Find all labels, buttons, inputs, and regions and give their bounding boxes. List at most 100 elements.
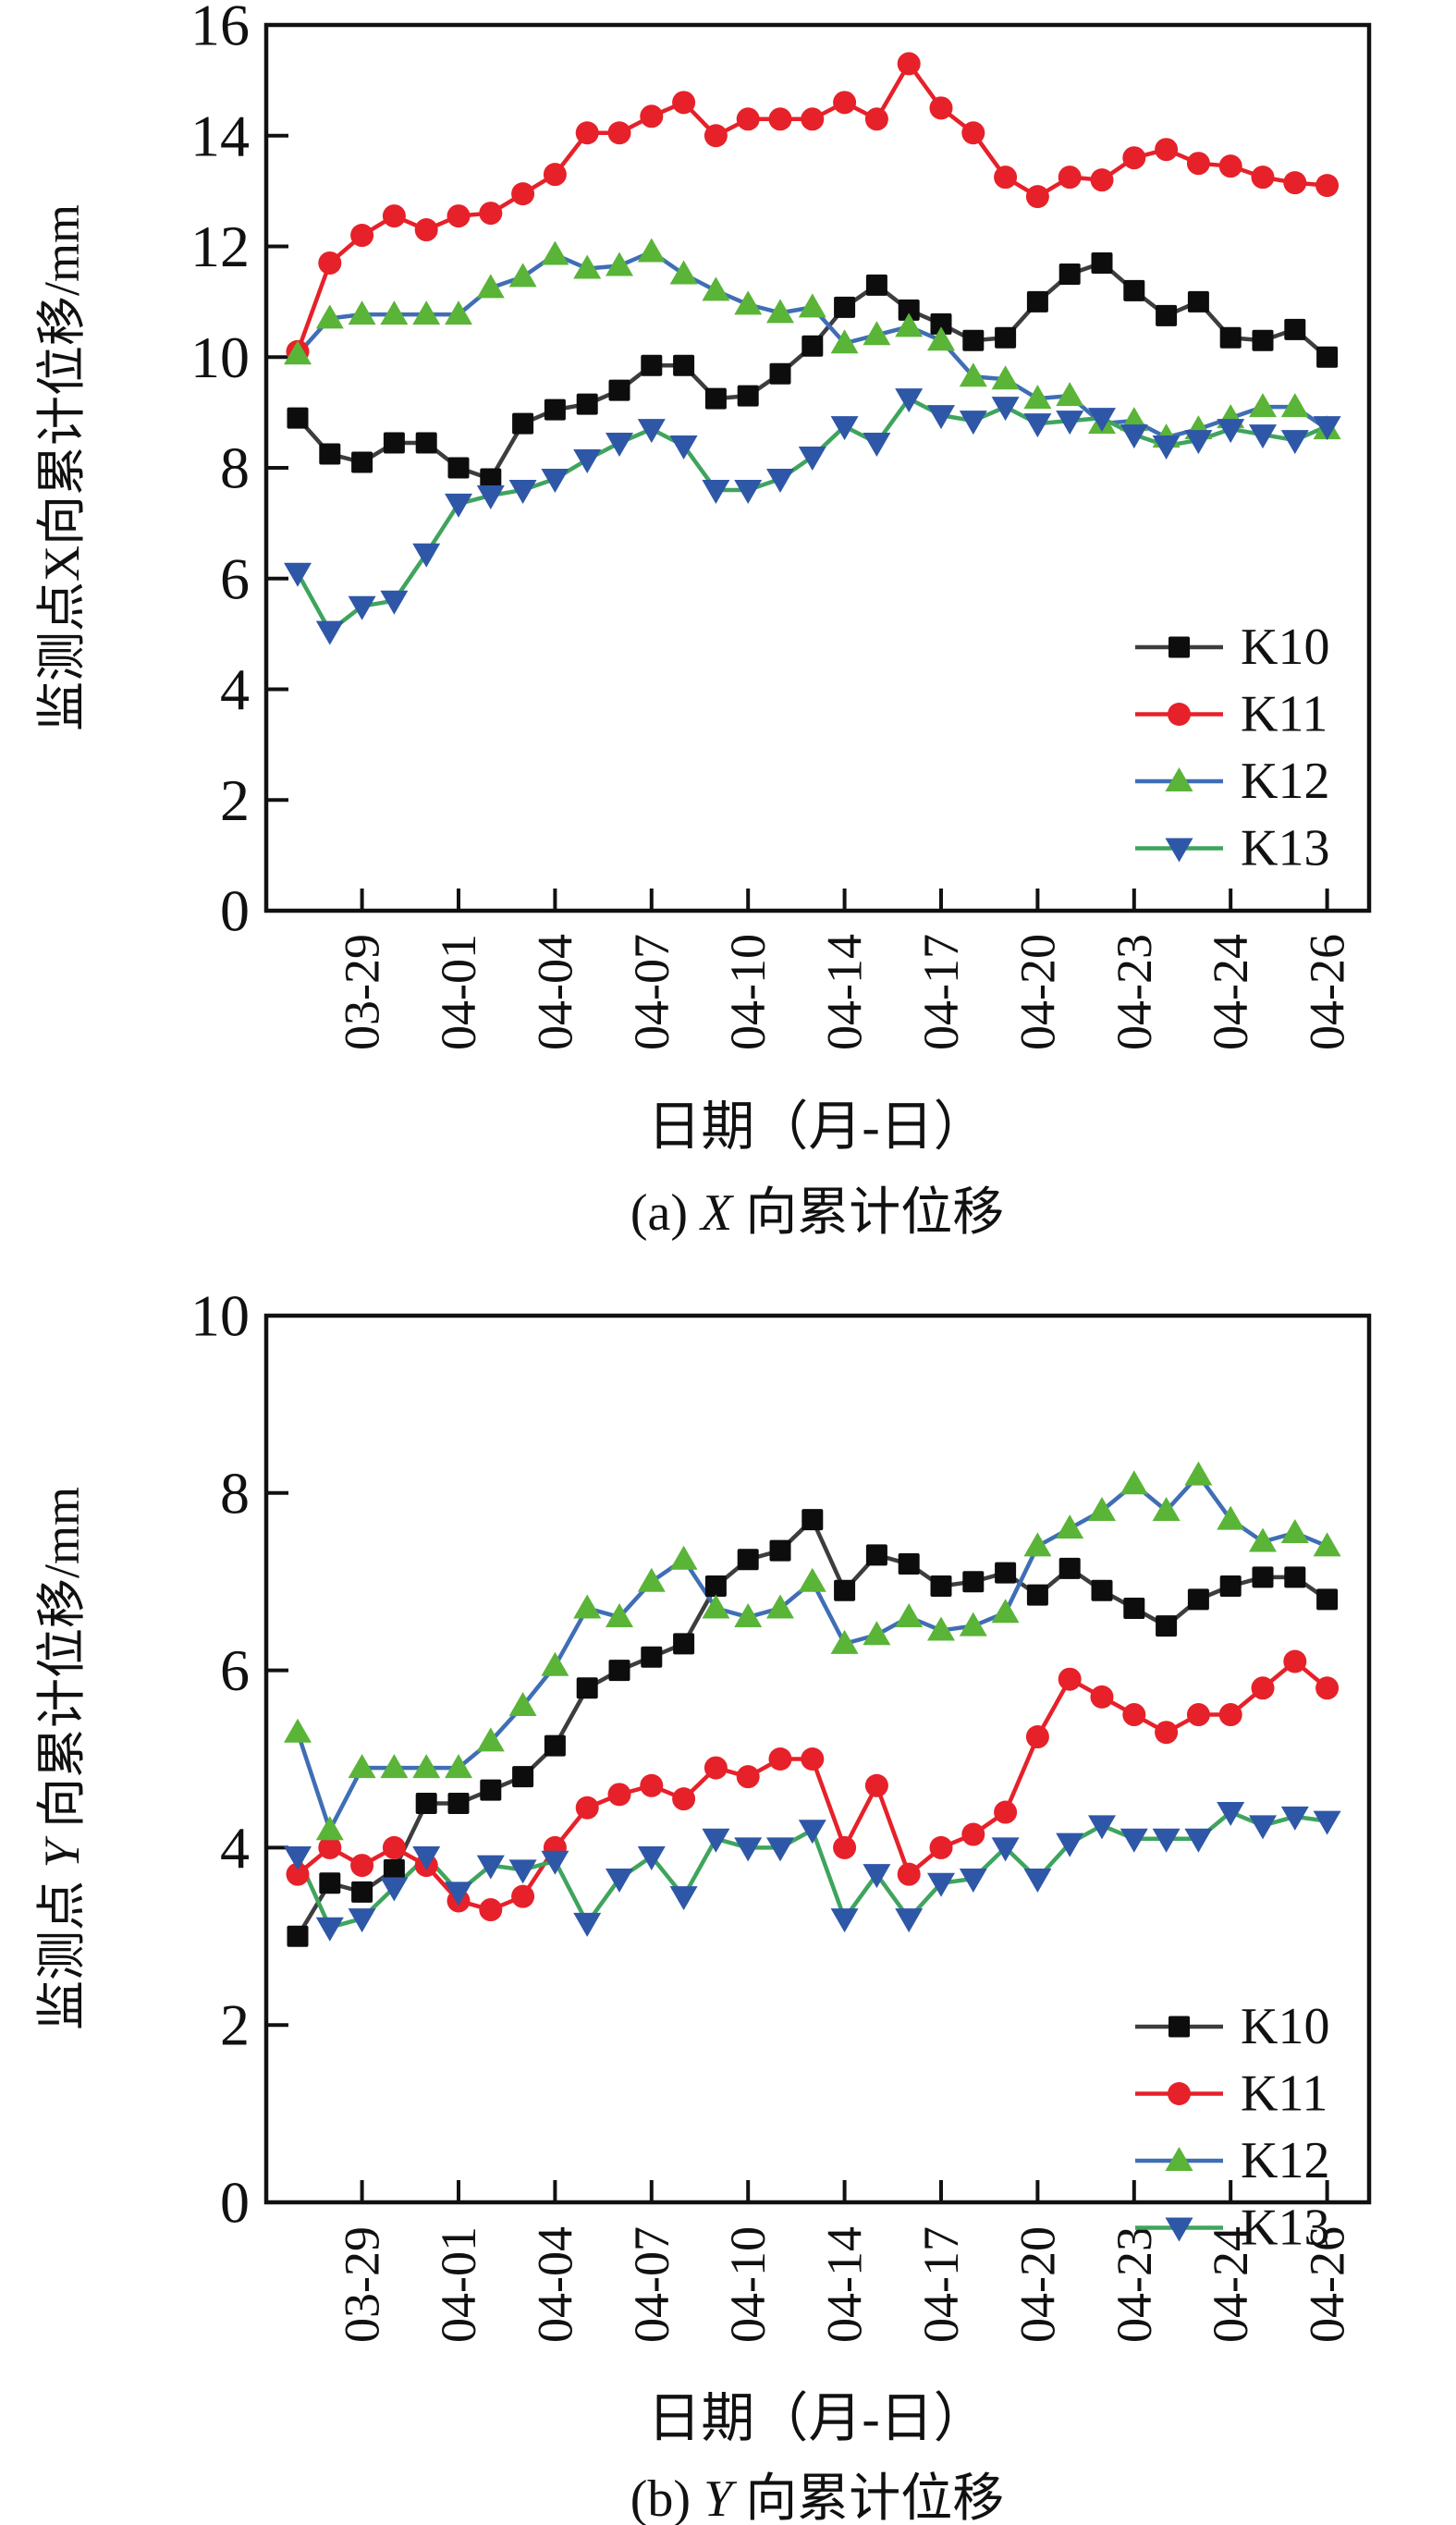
marker-K13 [1088,408,1116,433]
marker-K13 [895,1908,924,1933]
marker-K11 [1025,185,1049,209]
marker-K13 [734,479,763,504]
legend-label-K10: K10 [1241,1998,1329,2055]
marker-K12 [1056,382,1084,407]
y-tick-label: 8 [220,1460,250,1526]
marker-K13 [1152,435,1181,460]
x-tick-label: 04-17 [913,2226,969,2343]
marker-K13 [348,1908,376,1933]
marker-K10 [383,1858,405,1881]
marker-K10 [383,432,405,454]
y-tick-label: 14 [190,103,250,168]
series-line-K13 [296,396,1328,633]
marker-K11 [286,1862,310,1886]
marker-K12 [734,290,763,315]
marker-K13 [508,479,537,504]
marker-K12 [1184,1461,1213,1486]
marker-K12 [573,1594,602,1619]
marker-K11 [1218,154,1242,178]
marker-K12 [798,1567,826,1592]
marker-K12 [1313,1532,1341,1557]
x-tick-label: 03-29 [335,934,390,1050]
marker-K10 [801,335,824,357]
legend-marker-K11 [1168,703,1191,726]
x-tick-label: 04-14 [817,934,873,1050]
marker-K10 [415,1792,437,1814]
marker-K13 [895,388,924,413]
marker-K11 [382,1835,406,1859]
marker-K13 [637,419,666,444]
legend-marker-K11 [1168,2082,1191,2105]
x-tick-label: 04-20 [1009,2226,1065,2343]
marker-K10 [544,398,566,421]
x-tick-label: 03-29 [335,2226,390,2343]
legend-marker-K12 [1165,767,1193,791]
series-line-K11 [296,1659,1329,1912]
legend-label-K10: K10 [1241,619,1329,676]
marker-K12 [798,293,826,318]
marker-K13 [541,1850,569,1875]
marker-K10 [1026,290,1048,313]
chart-a-plot: 0 2 4 6 8 10 12 14 16 03-29 04-01 04-04 04-07 04-10 04… [190,0,1372,1050]
marker-K12 [445,1754,472,1779]
marker-K12 [1152,1496,1181,1521]
marker-K12 [348,1754,376,1779]
x-tick-label: 04-26 [1300,934,1355,1050]
marker-K11 [704,1756,728,1780]
legend-label-K11: K11 [1241,2065,1328,2123]
y-tick-label: 10 [190,1283,250,1349]
marker-K11 [350,1854,374,1878]
x-tick-label: 04-04 [527,934,582,1050]
plot-border [263,1313,1372,2205]
marker-K13 [863,1864,891,1889]
marker-K11 [318,1835,342,1859]
marker-K11 [736,107,760,131]
marker-K12 [1120,1470,1148,1495]
marker-K11 [672,1787,696,1811]
marker-K12 [702,276,730,301]
marker-K12 [669,1545,698,1570]
marker-K11 [1155,1721,1179,1745]
x-tick-label: 04-26 [1300,2226,1355,2343]
marker-K11 [1090,168,1114,192]
marker-K10 [995,1562,1017,1584]
marker-K11 [414,218,438,242]
x-tick-label: 04-24 [1203,2226,1258,2343]
chart-b-plot: 0 2 4 6 8 10 03-29 04-01 04-04 04-07 04-10 04-14 04-… [190,1283,1372,2343]
marker-K10 [769,362,791,385]
marker-K10 [319,1872,341,1894]
marker-K11 [511,182,535,206]
marker-K11 [1186,1703,1210,1727]
x-tick-label: 04-07 [624,2226,679,2343]
marker-K13 [606,433,633,458]
marker-K13 [637,1845,666,1870]
marker-K12 [508,263,537,288]
marker-K12 [541,1651,569,1676]
marker-K10 [834,296,856,318]
y-tick-label: 6 [220,1637,250,1703]
marker-K12 [380,1754,409,1779]
marker-K12 [991,365,1020,390]
legend-label-K11: K11 [1241,686,1328,743]
marker-K12 [476,1727,505,1752]
marker-K10 [962,329,985,351]
marker-K13 [1056,411,1084,435]
legend-label-K12: K12 [1241,753,1329,810]
chart-b-x-axis-title: 日期（月-日） [647,2388,986,2448]
marker-K11 [350,224,374,248]
marker-K10 [319,443,341,465]
marker-K13 [1088,1815,1116,1840]
marker-K11 [607,121,631,145]
marker-K12 [1249,393,1277,418]
marker-K12 [669,260,698,285]
marker-K11 [801,107,825,131]
marker-K10 [1091,1579,1113,1601]
marker-K10 [1284,1566,1306,1588]
x-tick-label: 04-01 [431,2226,486,2343]
marker-K13 [1184,430,1213,455]
marker-K11 [897,1862,921,1886]
marker-K10 [415,432,437,454]
marker-K13 [284,562,312,587]
x-tick-label: 04-10 [720,2226,776,2343]
